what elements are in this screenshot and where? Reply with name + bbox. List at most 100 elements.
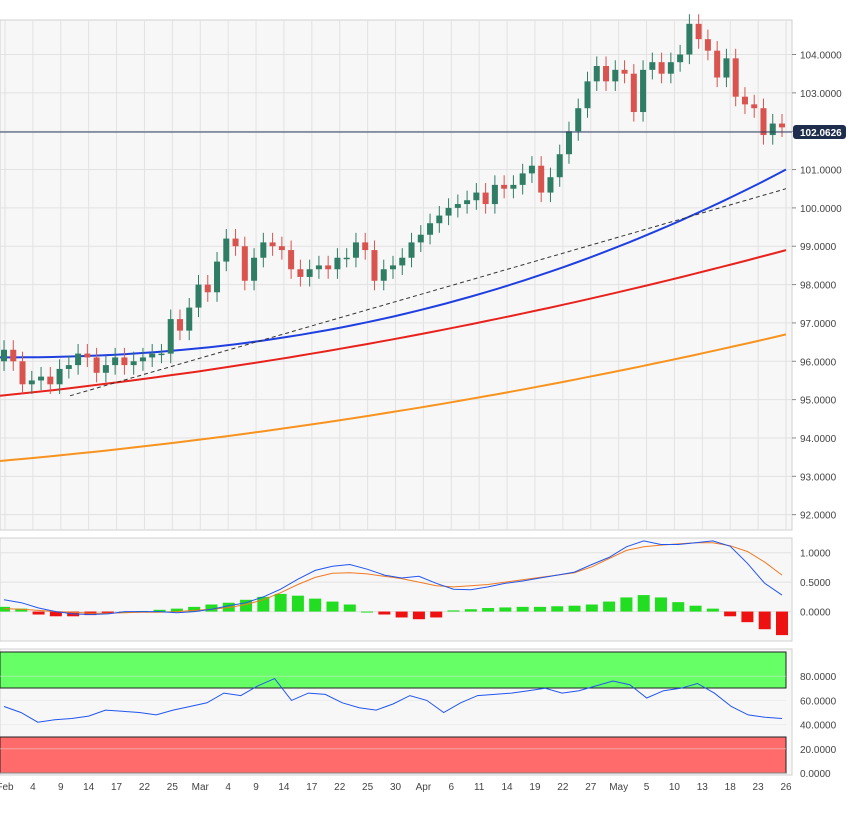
candle — [241, 236, 248, 291]
time-tick-label: 4 — [30, 782, 36, 793]
candle — [362, 232, 369, 260]
candle — [297, 259, 304, 287]
x-grid — [4, 20, 787, 530]
candle-body — [630, 73, 637, 113]
candle — [454, 194, 461, 218]
candle — [528, 156, 535, 183]
macd-bar — [257, 596, 270, 612]
candle — [176, 309, 183, 341]
candle-body — [399, 257, 406, 266]
candle-body — [760, 108, 767, 136]
rsi-axis: 80.0000 60.0000 40.0000 20.0000 0.0000 — [800, 672, 837, 780]
candle — [269, 232, 276, 256]
macd-bar — [49, 611, 62, 617]
macd-bar — [776, 611, 788, 636]
time-axis: Feb 4 9 14 17 22 25 Mar 4 9 14 17 22 25 30 Apr 6 11 14 19 22… — [0, 782, 792, 793]
macd-bar — [309, 598, 322, 612]
oversold-zone — [0, 736, 787, 774]
trend-line — [69, 188, 787, 397]
last-price-label: 102.0626 — [800, 128, 842, 139]
candle-body — [593, 66, 600, 82]
candle-body — [741, 96, 748, 105]
last-price-tag: 102.0626 — [793, 125, 846, 139]
macd-bar — [378, 611, 391, 615]
candle-body — [38, 376, 45, 381]
candle-body — [195, 284, 202, 308]
macd-bar — [672, 602, 685, 612]
candle-body — [603, 66, 610, 82]
candle — [251, 248, 258, 291]
candle-body — [362, 242, 369, 251]
candle — [167, 309, 174, 364]
macd-bar — [551, 606, 564, 612]
candle-body — [473, 192, 480, 201]
candle-body — [723, 58, 730, 78]
candle — [352, 232, 359, 268]
candle-body — [269, 242, 276, 247]
overbought-zone — [0, 651, 787, 689]
rsi-path — [3, 677, 783, 723]
candle-body — [417, 234, 424, 243]
candle-body — [260, 242, 267, 258]
candle-body — [297, 269, 304, 277]
candle-body — [19, 361, 26, 385]
moving-average-line — [0, 333, 787, 462]
macd-bar — [361, 611, 374, 613]
candle-body — [47, 376, 54, 385]
macd-bar — [464, 609, 477, 612]
price-tick-label: 98.0000 — [800, 281, 837, 292]
time-tick-label: 10 — [669, 782, 681, 793]
candle-body — [278, 246, 285, 251]
candle — [408, 232, 415, 268]
macd-tick-label: 0.5000 — [800, 578, 831, 589]
macd-bar — [603, 601, 616, 612]
candle-body — [176, 319, 183, 331]
candle-body — [427, 223, 434, 235]
candle — [436, 205, 443, 233]
macd-bar — [533, 606, 546, 612]
signal-line — [3, 542, 783, 614]
candle — [56, 359, 63, 394]
price-tick-label: 100.0000 — [800, 204, 842, 215]
candle-body — [677, 54, 684, 63]
candle-body — [510, 184, 517, 189]
candle-body — [371, 250, 378, 281]
candle-body — [445, 207, 452, 216]
candle — [139, 347, 146, 371]
candle-body — [779, 123, 785, 128]
macd-bar — [343, 604, 356, 612]
macd-bar — [516, 606, 529, 612]
macd-bar — [585, 604, 598, 612]
macd-bar — [447, 610, 460, 612]
moving-averages — [0, 168, 787, 462]
candle — [47, 367, 54, 394]
candle-body — [288, 250, 295, 270]
candle — [84, 344, 91, 368]
time-tick-label: 18 — [725, 782, 737, 793]
macd-bar — [274, 593, 287, 612]
candle-body — [547, 177, 554, 193]
candle-body — [186, 307, 193, 331]
candle-body — [325, 265, 332, 270]
time-tick-label: 9 — [253, 782, 259, 793]
moving-average-line — [0, 168, 787, 359]
price-tick-label: 101.0000 — [800, 166, 842, 177]
candle-body — [621, 69, 628, 74]
candle — [186, 298, 193, 341]
time-tick-label: 23 — [753, 782, 765, 793]
time-tick-label: 22 — [334, 782, 346, 793]
candle-body — [454, 204, 461, 208]
candle — [686, 14, 693, 65]
candle-body — [732, 58, 739, 97]
candle — [510, 175, 517, 199]
candle — [278, 236, 285, 260]
candle — [306, 259, 313, 287]
candle — [121, 347, 128, 375]
candle — [158, 344, 165, 364]
candle-body — [556, 154, 563, 178]
candle-body — [640, 69, 647, 113]
candle-body — [667, 62, 674, 74]
candle — [491, 175, 498, 214]
candle — [501, 175, 508, 199]
